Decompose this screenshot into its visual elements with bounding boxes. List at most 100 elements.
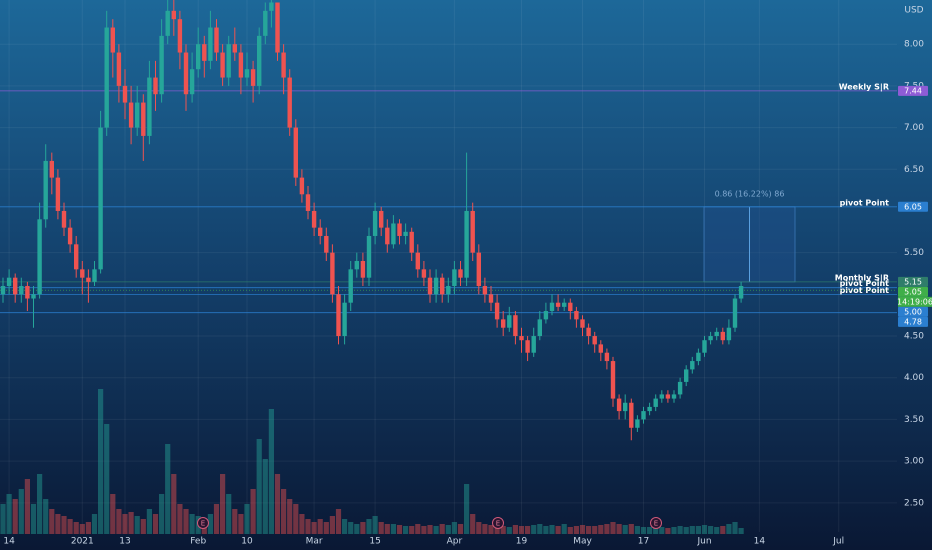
volume-bar [128,512,134,534]
candle-body [220,52,225,78]
price-label-box [898,286,928,297]
candle-body [238,52,244,78]
volume-bar [665,528,671,534]
volume-bar [647,527,653,534]
candle-body [37,219,42,295]
x-tick-label: Jun [696,537,711,547]
candle-body [366,235,372,278]
candle-body [714,331,719,337]
candle-body [610,361,616,399]
x-tick-label: 15 [369,537,380,547]
candle-body [153,77,158,95]
candle-body [86,277,91,282]
currency-label: USD [904,6,923,16]
candle-body [354,260,359,270]
volume-bar [726,524,732,534]
candle-body [598,344,603,353]
volume-bar [720,526,726,534]
volume-bar [177,504,183,534]
volume-bar [671,527,677,534]
volume-bar [250,489,256,534]
candle-body [92,269,97,282]
volume-bar [640,527,647,534]
candle-body [379,210,384,228]
x-tick-label: Mar [306,537,323,547]
x-tick-label: May [573,537,592,547]
candle-body [305,194,311,211]
volume-bar [366,519,372,534]
x-tick-label: Apr [447,537,463,547]
candle-body [604,352,610,362]
volume-bar [18,489,24,534]
volume-bar [683,527,689,534]
candle-body [464,210,469,278]
volume-bar [287,499,293,534]
volume-bar [476,522,482,534]
volume-bar [159,494,165,534]
candle-body [61,210,67,228]
candle-body [421,269,427,278]
candle-body [549,302,555,312]
volume-bar [335,509,342,534]
candle-body [415,252,420,270]
candle-body [232,44,237,53]
volume-bar [220,474,226,534]
volume-bar [348,522,354,534]
candle-body [159,35,164,95]
countdown-box [898,296,932,307]
volume-bar [689,526,695,534]
candle-body [287,77,292,128]
x-tick-label: 2021 [71,537,94,547]
volume-bar [232,509,238,534]
candle-body [226,44,231,78]
y-tick-label: 4.00 [904,373,924,383]
volume-bar [543,526,549,534]
y-tick-label: 6.50 [904,165,924,175]
volume-bar [567,527,573,534]
volume-bar [415,524,421,534]
candle-body [19,286,24,295]
price-label: 5.00 [904,307,922,316]
price-label-box [898,85,928,96]
price-label-box [898,306,928,317]
candle-body [519,336,524,341]
volume-bar [30,504,37,534]
volume-bar [451,522,457,534]
candle-body [171,10,176,20]
volume-bar [140,519,146,534]
candle-body [177,19,183,53]
candle-body [31,294,36,299]
candle-body [562,302,567,307]
volume-bar [714,527,720,534]
price-label: 7.44 [904,86,922,95]
volume-bar [579,525,586,534]
volume-bar [91,514,98,534]
candle-body [299,177,305,195]
candle-body [427,277,433,295]
volume-bar [634,526,640,534]
volume-bar [403,526,409,534]
candle-body [702,340,707,353]
candle-body [98,127,103,270]
candle-body [653,398,658,407]
candle-body [196,44,201,70]
measure-label: 0.86 (16.22%) 86 [715,189,785,198]
candle-body [281,52,286,78]
volume-bar [561,524,567,534]
candle-body [311,210,317,228]
volume-bar [653,526,659,534]
volume-bar [116,509,122,534]
volume-bar [165,444,171,534]
candle-body [183,52,189,95]
candle-body [372,210,378,236]
candle-body [433,277,439,295]
candle-body [537,319,542,337]
volume-bar [268,409,274,534]
earnings-label: E [201,520,205,528]
candle-body [391,223,396,245]
candle-body [501,319,506,328]
candle-body [531,336,536,353]
volume-bar [549,525,555,534]
